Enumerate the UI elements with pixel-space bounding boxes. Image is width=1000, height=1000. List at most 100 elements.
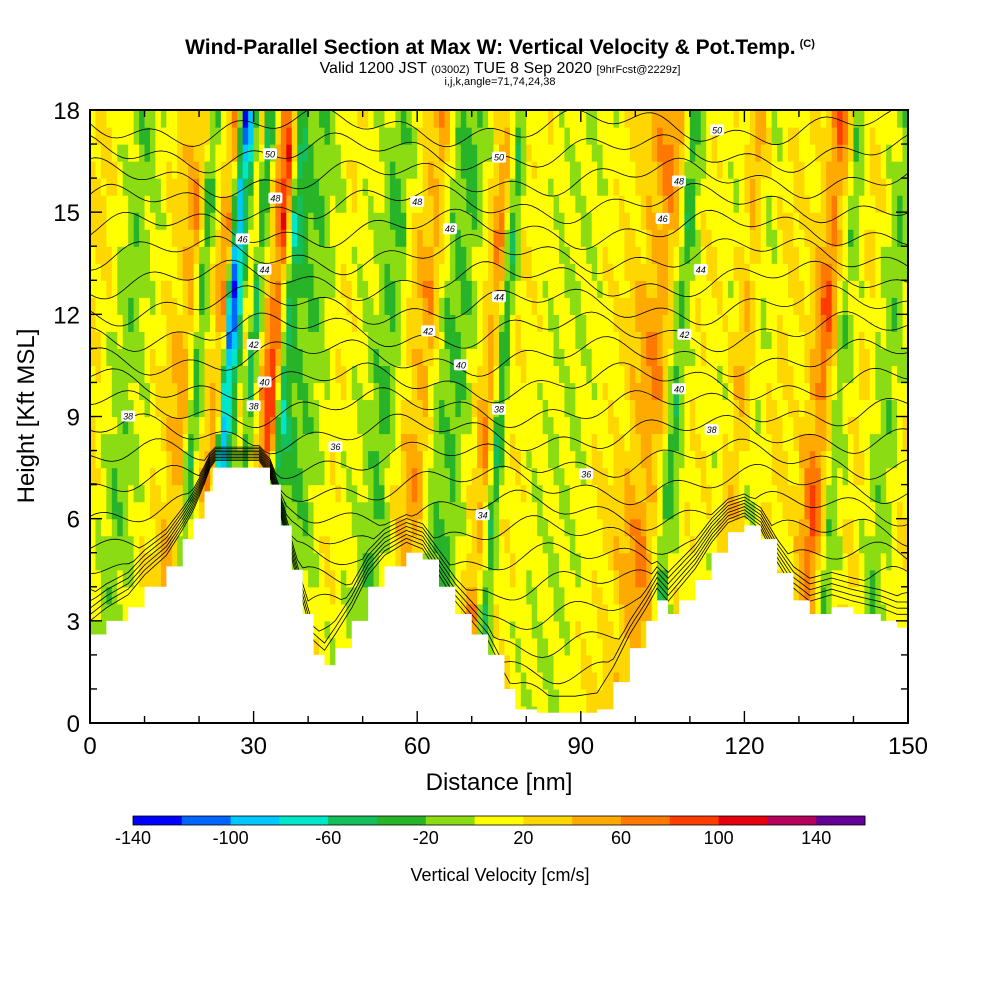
velocity-cell — [673, 144, 680, 162]
velocity-cell — [226, 297, 233, 315]
velocity-cell — [226, 382, 233, 401]
velocity-cell — [411, 399, 418, 418]
velocity-cell — [220, 246, 227, 264]
velocity-cell — [629, 144, 636, 162]
velocity-cell — [793, 535, 800, 554]
velocity-cell — [389, 212, 396, 230]
velocity-cell — [133, 178, 140, 196]
velocity-cell — [117, 467, 124, 486]
velocity-cell — [122, 246, 129, 264]
velocity-cell — [139, 586, 146, 605]
velocity-cell — [678, 586, 686, 605]
velocity-cell — [777, 144, 784, 162]
velocity-cell — [346, 416, 353, 435]
velocity-cell — [618, 467, 626, 486]
velocity-cell — [515, 110, 522, 128]
velocity-cell — [149, 399, 157, 418]
velocity-cell — [188, 297, 195, 315]
velocity-cell — [629, 263, 636, 281]
velocity-cell — [439, 569, 446, 588]
velocity-cell — [635, 450, 642, 469]
velocity-cell — [177, 518, 184, 537]
velocity-cell — [706, 518, 713, 537]
velocity-cell — [531, 535, 538, 554]
velocity-cell — [144, 484, 151, 503]
velocity-cell — [520, 688, 527, 707]
velocity-cell — [624, 484, 631, 503]
velocity-cell — [548, 212, 555, 230]
velocity-cell — [728, 178, 735, 196]
velocity-cell — [842, 569, 849, 588]
velocity-cell — [509, 195, 516, 213]
velocity-cell — [624, 569, 631, 588]
velocity-cell — [111, 297, 118, 315]
velocity-cell — [324, 586, 331, 605]
velocity-cell — [515, 671, 522, 690]
velocity-cell — [809, 246, 816, 264]
velocity-cell — [471, 535, 478, 554]
velocity-cell — [618, 416, 626, 435]
velocity-cell — [733, 127, 740, 145]
velocity-cell — [542, 603, 549, 622]
velocity-cell — [182, 229, 189, 247]
velocity-cell — [395, 382, 402, 401]
velocity-cell — [220, 399, 227, 418]
velocity-cell — [133, 535, 140, 554]
velocity-cell — [100, 569, 107, 588]
velocity-cell — [537, 212, 544, 230]
velocity-cell — [553, 314, 560, 332]
velocity-cell — [106, 535, 113, 554]
velocity-cell — [237, 365, 244, 384]
velocity-cell — [618, 127, 626, 145]
velocity-cell — [171, 195, 178, 213]
velocity-cell — [826, 246, 833, 264]
velocity-cell — [460, 467, 467, 486]
velocity-cell — [651, 297, 658, 315]
velocity-cell — [428, 280, 435, 298]
velocity-cell — [220, 212, 227, 230]
velocity-cell — [340, 331, 347, 349]
velocity-cell — [537, 671, 544, 690]
velocity-cell — [477, 552, 484, 571]
velocity-cell — [171, 382, 178, 401]
velocity-cell — [580, 399, 587, 418]
velocity-cell — [520, 552, 527, 571]
velocity-cell — [422, 161, 429, 179]
velocity-cell — [618, 144, 626, 162]
velocity-cell — [329, 246, 336, 264]
velocity-cell — [384, 416, 391, 435]
velocity-cell — [460, 331, 467, 349]
velocity-cell — [548, 688, 555, 707]
velocity-cell — [308, 331, 315, 349]
velocity-cell — [782, 110, 789, 128]
velocity-cell — [302, 178, 309, 196]
velocity-cell — [144, 280, 151, 298]
velocity-cell — [782, 399, 789, 418]
velocity-cell — [379, 450, 386, 469]
velocity-cell — [618, 110, 626, 128]
velocity-cell — [520, 331, 527, 349]
velocity-cell — [662, 297, 669, 315]
velocity-cell — [591, 212, 598, 230]
velocity-cell — [646, 603, 653, 622]
velocity-cell — [253, 263, 260, 281]
velocity-cell — [809, 161, 816, 179]
velocity-cell — [826, 229, 833, 247]
velocity-cell — [220, 348, 227, 367]
velocity-cell — [449, 518, 456, 537]
velocity-cell — [466, 331, 473, 349]
velocity-cell — [646, 195, 653, 213]
velocity-cell — [466, 314, 473, 332]
velocity-cell — [144, 212, 151, 230]
velocity-cell — [515, 501, 522, 520]
velocity-cell — [149, 416, 157, 435]
velocity-cell — [160, 297, 167, 315]
velocity-cell — [526, 450, 533, 469]
velocity-cell — [837, 382, 844, 401]
velocity-cell — [302, 314, 309, 332]
velocity-cell — [133, 144, 140, 162]
velocity-cell — [313, 637, 320, 656]
velocity-cell — [499, 195, 506, 213]
velocity-cell — [842, 501, 849, 520]
velocity-cell — [466, 603, 473, 622]
